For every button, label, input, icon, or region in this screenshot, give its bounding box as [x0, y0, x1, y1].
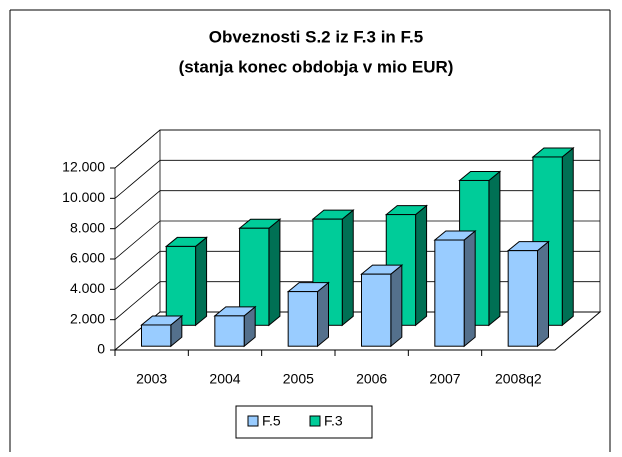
bar-front [165, 245, 197, 326]
bar [360, 264, 404, 348]
bar [213, 305, 257, 348]
bar-front [287, 291, 318, 347]
y-tick-label: 2.000 [70, 310, 105, 326]
bar-front [141, 324, 172, 347]
x-tick-label: 2003 [136, 371, 167, 387]
grid-line [114, 190, 600, 229]
chart-subtitle: (stanja konec obdobja v mio EUR) [179, 57, 454, 76]
y-tick-label: 6.000 [70, 250, 105, 266]
bar [140, 314, 184, 348]
y-tick-label: 0 [97, 341, 105, 357]
bar [506, 240, 550, 348]
y-tick-label: 12.000 [62, 159, 105, 175]
y-tick-label: 8.000 [70, 219, 105, 235]
chart-title: Obveznosti S.2 iz F.3 in F.5 [209, 27, 423, 46]
bar-side [488, 170, 501, 327]
legend-label: F.3 [324, 413, 343, 429]
y-tick-label: 4.000 [70, 280, 105, 296]
y-tick-label: 10.000 [62, 189, 105, 205]
x-tick-label: 2008q2 [495, 371, 542, 387]
bar-side [561, 146, 574, 327]
bar-front [507, 250, 538, 347]
bar [433, 229, 477, 348]
bar-side [195, 236, 208, 327]
bar-side [268, 218, 281, 327]
x-tick-label: 2006 [356, 371, 387, 387]
bar-side [537, 240, 549, 348]
bar-side [415, 204, 428, 327]
legend [235, 405, 373, 439]
bar-side [463, 229, 476, 348]
bar-side [317, 281, 329, 348]
bar [286, 281, 330, 348]
bar-side [341, 209, 354, 327]
bar-side [390, 264, 403, 348]
legend-swatch [309, 415, 321, 427]
grid-line [114, 129, 600, 169]
legend-label: F.5 [262, 413, 281, 429]
x-tick-label: 2005 [283, 371, 314, 387]
x-tick-label: 2004 [209, 371, 240, 387]
grid-line [114, 159, 600, 199]
bar-front [361, 273, 392, 347]
legend-swatch [247, 415, 259, 427]
x-tick-label: 2007 [429, 371, 460, 387]
bar-front [434, 239, 465, 347]
bar [164, 236, 208, 327]
grid-line [114, 220, 600, 260]
bar-front [214, 315, 245, 347]
